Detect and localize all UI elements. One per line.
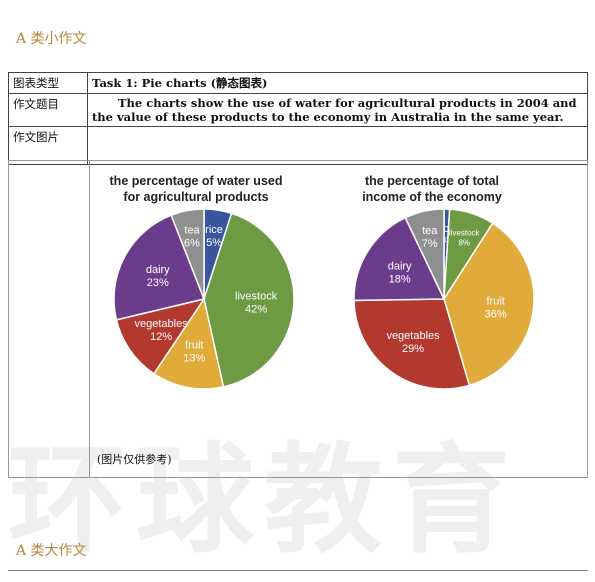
chart-title-water: the percentage of water used for agricul… [101, 173, 291, 205]
pie-label-fruit: fruit [486, 295, 504, 307]
watermark-text: 环球教育 [8, 431, 521, 569]
pie-value-rice: 5% [206, 237, 222, 249]
table-row: 图表类型 Task 1: Pie charts (静态图表) [8, 72, 588, 94]
pie-charts: rice5%livestock42%fruit13%vegetables12%d… [113, 208, 535, 390]
pie-label-fruit: fruit [185, 339, 203, 351]
pie-value-dairy: 23% [147, 277, 169, 289]
task-info-table: 图表类型 Task 1: Pie charts (静态图表) 作文题目 The … [8, 72, 588, 165]
pie-chart-income: rice1%livestock8%fruit36%vegetables29%da… [353, 208, 535, 390]
pie-label-livestock: livestock [235, 290, 278, 302]
pie-label-dairy: dairy [388, 260, 412, 272]
pie-value-livestock: 42% [245, 303, 267, 315]
pie-label-rice: rice [205, 224, 223, 236]
pie-value-livestock: 8% [458, 238, 470, 247]
pie-label-vegetables: vegetables [386, 330, 440, 342]
pie-slice-tea [170, 208, 205, 300]
pie-slice-fruit [152, 297, 225, 390]
chart-title-water-line-2: for agricultural products [123, 190, 269, 204]
section-heading-large-essay: A 类大作文 [16, 543, 87, 559]
image-caption: (图片仅供参考) [97, 453, 172, 466]
pie-label-vegetables: vegetables [135, 318, 189, 330]
pie-slice-dairy [113, 214, 206, 321]
section-heading-small-essay: A 类小作文 [16, 31, 87, 47]
chart-image-panel: the percentage of water used for agricul… [8, 160, 588, 478]
pie-label-tea: tea [184, 224, 200, 236]
pie-label-tea: tea [422, 225, 438, 237]
row-label-essay-image: 作文图片 [8, 126, 88, 165]
bottom-rule [8, 570, 588, 571]
table-row: 作文图片 [8, 126, 588, 165]
chart-title-income: the percentage of total income of the ec… [347, 173, 517, 205]
panel-divider [89, 161, 90, 477]
table-row: 作文题目 The charts show the use of water fo… [8, 93, 588, 127]
pie-value-fruit: 13% [183, 352, 205, 364]
pie-slice-livestock [203, 212, 295, 388]
chart-title-income-line-1: the percentage of total [364, 174, 500, 188]
pie-slice-fruit [443, 222, 535, 387]
chart-title-water-line-1: the percentage of water used [109, 174, 283, 188]
row-label-essay-prompt: 作文题目 [8, 93, 88, 127]
pie-value-dairy: 18% [389, 273, 411, 285]
pie-value-fruit: 36% [485, 308, 507, 320]
pie-value-vegetables: 29% [402, 343, 424, 355]
pie-value-tea: 7% [422, 238, 438, 250]
pie-value-vegetables: 12% [150, 331, 172, 343]
pie-slice-dairy [353, 216, 446, 302]
chart-title-income-line-2: income of the economy [362, 190, 502, 204]
row-value-chart-type: Task 1: Pie charts (静态图表) [87, 72, 588, 94]
pie-slice-vegetables [353, 298, 471, 390]
pie-label-dairy: dairy [146, 264, 170, 276]
row-value-essay-prompt: The charts show the use of water for agr… [87, 93, 588, 127]
pie-slice-vegetables [115, 297, 206, 375]
essay-prompt-text: The charts show the use of water for agr… [92, 96, 577, 124]
pie-label-livestock: livestock [449, 228, 481, 237]
pie-slice-tea [404, 208, 445, 300]
row-label-chart-type: 图表类型 [8, 72, 88, 94]
row-value-essay-image [87, 126, 588, 165]
pie-value-tea: 6% [184, 237, 200, 249]
